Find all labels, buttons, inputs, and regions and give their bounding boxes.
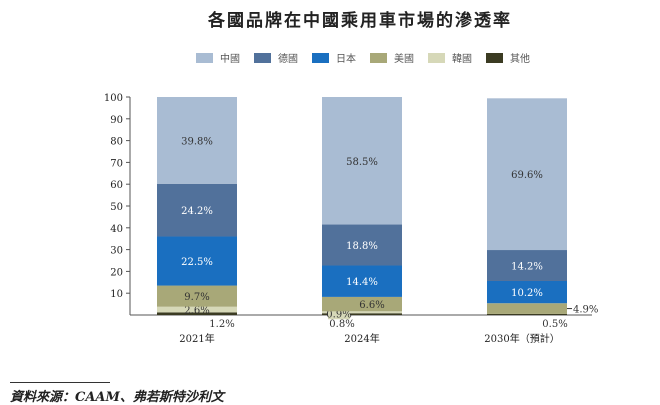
legend-swatch (312, 52, 329, 63)
legend: 中國 德國 日本 美國 韓國 其他 (196, 50, 530, 65)
bar-segment (157, 97, 237, 184)
legend-item: 日本 (312, 50, 356, 65)
bar-segment (487, 98, 567, 251)
bar-segment (487, 250, 567, 281)
data-label: 14.4% (346, 277, 378, 288)
legend-item: 其他 (486, 50, 530, 65)
y-tick-label: 90 (110, 115, 123, 126)
legend-label: 美國 (394, 54, 414, 65)
legend-item: 中國 (196, 50, 240, 65)
legend-label: 日本 (336, 54, 356, 65)
bar-segment (322, 265, 402, 297)
bar-segment (157, 306, 237, 313)
bar-segment (157, 183, 237, 237)
data-label: 0.5% (542, 319, 567, 330)
data-label: 10.2% (511, 288, 543, 299)
data-label: 18.8% (346, 241, 378, 252)
y-tick-label: 10 (110, 289, 123, 300)
legend-item: 美國 (370, 50, 414, 65)
bar-segment (157, 236, 237, 286)
chart-title: 各國品牌在中國乘用車市場的滲透率 (208, 11, 512, 31)
y-tick-label: 100 (104, 93, 123, 104)
bar-segment (487, 313, 567, 315)
y-tick-label: 50 (110, 202, 123, 213)
data-label: 9.7% (184, 292, 209, 303)
y-tick-label: 70 (110, 158, 123, 169)
data-label: 24.2% (181, 206, 213, 217)
x-tick-label: 2030年（預計） (484, 332, 559, 345)
bar-segment (322, 311, 402, 314)
data-label: 2.6% (184, 306, 209, 317)
legend-swatch (428, 52, 445, 63)
bar-segment (322, 97, 402, 225)
legend-item: 德國 (254, 50, 298, 65)
data-label: 39.8% (181, 136, 213, 147)
legend-swatch (370, 52, 387, 63)
data-label: 14.2% (511, 262, 543, 273)
bar-segment (322, 296, 402, 312)
bar-segment (157, 312, 237, 315)
bar-segment (487, 280, 567, 304)
legend-label: 其他 (510, 54, 530, 65)
legend-swatch (196, 52, 213, 63)
bar-segment (322, 224, 402, 266)
legend-swatch (254, 52, 271, 63)
x-tick-label: 2024年 (344, 332, 379, 345)
legend-label: 中國 (220, 54, 240, 65)
legend-label: 德國 (278, 54, 298, 65)
bar-segment (322, 313, 402, 315)
data-label: 69.6% (511, 170, 543, 181)
legend-label: 韓國 (452, 54, 472, 65)
legend-item: 韓國 (428, 50, 472, 65)
bar-segment (487, 303, 567, 314)
source-divider (10, 382, 110, 383)
data-label: 0.8% (329, 319, 354, 330)
data-label: 0.9% (326, 309, 351, 320)
data-label: 22.5% (181, 257, 213, 268)
data-label: 6.6% (359, 300, 384, 311)
data-label: 4.9% (573, 305, 598, 316)
bar-segment (157, 285, 237, 307)
y-tick-label: 60 (110, 180, 123, 191)
source-note: 資料來源：CAAM、弗若斯特沙利文 (10, 390, 224, 405)
stacked-bar-chart: 10 20 30 40 50 60 70 80 90 100 2021年 1.2%2.6% 9.7% 22… (104, 93, 599, 345)
y-tick-label: 80 (110, 137, 123, 148)
y-tick-label: 30 (110, 246, 123, 257)
data-label: 1.2% (209, 319, 234, 330)
x-tick-label: 2021年 (179, 332, 214, 345)
y-tick-label: 40 (110, 224, 123, 235)
legend-swatch (486, 52, 503, 63)
y-tick-label: 20 (110, 267, 123, 278)
data-label: 58.5% (346, 157, 378, 168)
